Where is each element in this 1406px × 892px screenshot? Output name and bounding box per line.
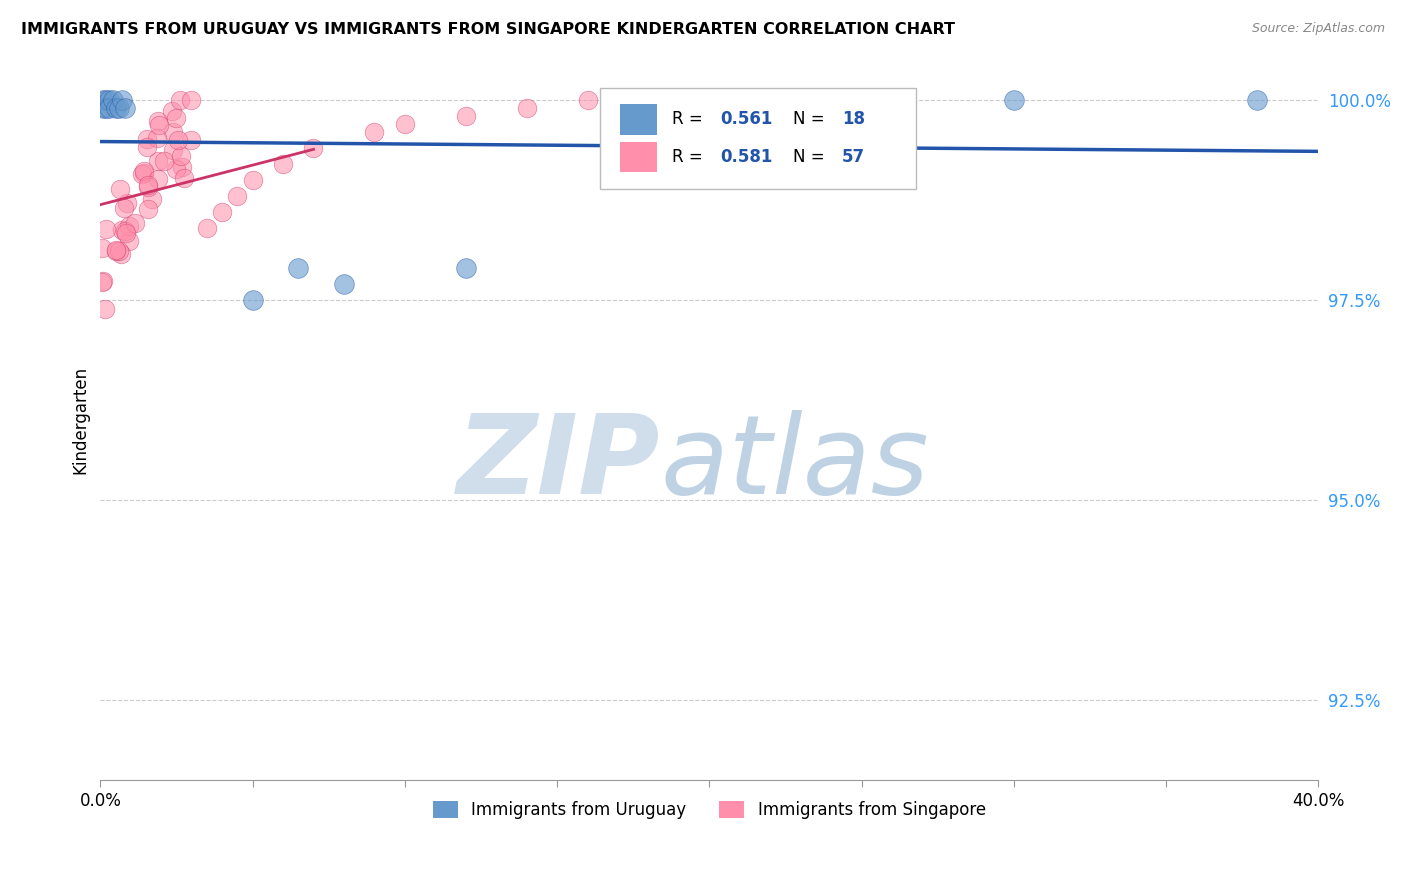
- Point: [242, 172, 264, 186]
- Point: [91, 274, 114, 288]
- Point: [148, 171, 170, 186]
- Point: [1246, 93, 1268, 107]
- Point: [135, 139, 157, 153]
- Point: [98, 101, 121, 115]
- Point: [287, 260, 309, 275]
- Point: [363, 125, 385, 139]
- Point: [153, 153, 176, 168]
- Text: 18: 18: [842, 111, 865, 128]
- Point: [167, 133, 190, 147]
- Text: R =: R =: [672, 111, 707, 128]
- Point: [105, 244, 128, 259]
- Point: [118, 219, 141, 234]
- Point: [195, 220, 218, 235]
- Point: [146, 131, 169, 145]
- Point: [91, 275, 114, 289]
- Text: ZIP: ZIP: [457, 409, 661, 516]
- Point: [1002, 93, 1025, 107]
- Text: atlas: atlas: [661, 409, 929, 516]
- Point: [132, 164, 155, 178]
- Point: [94, 221, 117, 235]
- Text: R =: R =: [672, 148, 707, 166]
- Point: [111, 93, 134, 107]
- Point: [132, 166, 155, 180]
- FancyBboxPatch shape: [620, 142, 657, 172]
- Point: [148, 118, 170, 132]
- Point: [165, 111, 187, 125]
- Point: [136, 180, 159, 194]
- Point: [394, 117, 416, 131]
- Point: [96, 93, 118, 107]
- Point: [180, 132, 202, 146]
- Point: [118, 235, 141, 249]
- Point: [104, 243, 127, 257]
- Text: 57: 57: [842, 148, 865, 166]
- Point: [333, 277, 356, 291]
- Text: IMMIGRANTS FROM URUGUAY VS IMMIGRANTS FROM SINGAPORE KINDERGARTEN CORRELATION CH: IMMIGRANTS FROM URUGUAY VS IMMIGRANTS FR…: [21, 22, 955, 37]
- Point: [93, 93, 115, 107]
- Point: [173, 170, 195, 185]
- Point: [111, 223, 134, 237]
- Point: [136, 132, 159, 146]
- Point: [114, 101, 136, 115]
- Point: [136, 178, 159, 192]
- Point: [98, 93, 121, 107]
- Point: [93, 101, 115, 115]
- Point: [115, 195, 138, 210]
- Point: [226, 188, 249, 202]
- Point: [454, 109, 477, 123]
- Point: [211, 204, 233, 219]
- Text: 0.561: 0.561: [720, 111, 773, 128]
- Point: [162, 125, 184, 139]
- Point: [454, 260, 477, 275]
- Point: [146, 154, 169, 169]
- Point: [160, 103, 183, 118]
- Point: [170, 149, 193, 163]
- Point: [91, 241, 114, 255]
- Point: [136, 202, 159, 216]
- Point: [108, 182, 131, 196]
- Text: 0.581: 0.581: [720, 148, 773, 166]
- Point: [124, 216, 146, 230]
- Point: [576, 93, 599, 107]
- Point: [146, 114, 169, 128]
- Point: [112, 201, 135, 215]
- Point: [169, 93, 191, 107]
- Point: [302, 141, 325, 155]
- Point: [101, 93, 124, 107]
- Point: [110, 247, 132, 261]
- Point: [96, 101, 118, 115]
- Point: [180, 93, 202, 107]
- Point: [108, 244, 131, 259]
- Point: [131, 168, 153, 182]
- FancyBboxPatch shape: [620, 104, 657, 135]
- Point: [115, 226, 138, 240]
- Legend: Immigrants from Uruguay, Immigrants from Singapore: Immigrants from Uruguay, Immigrants from…: [426, 795, 993, 826]
- Y-axis label: Kindergarten: Kindergarten: [72, 366, 89, 474]
- Text: Source: ZipAtlas.com: Source: ZipAtlas.com: [1251, 22, 1385, 36]
- Point: [162, 144, 184, 158]
- Point: [637, 93, 659, 107]
- Point: [697, 109, 720, 123]
- Point: [242, 293, 264, 307]
- Point: [172, 160, 194, 174]
- Text: N =: N =: [793, 111, 830, 128]
- Point: [141, 192, 163, 206]
- Point: [114, 224, 136, 238]
- Text: N =: N =: [793, 148, 830, 166]
- Point: [94, 302, 117, 317]
- FancyBboxPatch shape: [600, 88, 917, 189]
- Point: [107, 101, 129, 115]
- Point: [271, 157, 294, 171]
- Point: [516, 101, 538, 115]
- Point: [104, 101, 127, 115]
- Point: [165, 161, 187, 176]
